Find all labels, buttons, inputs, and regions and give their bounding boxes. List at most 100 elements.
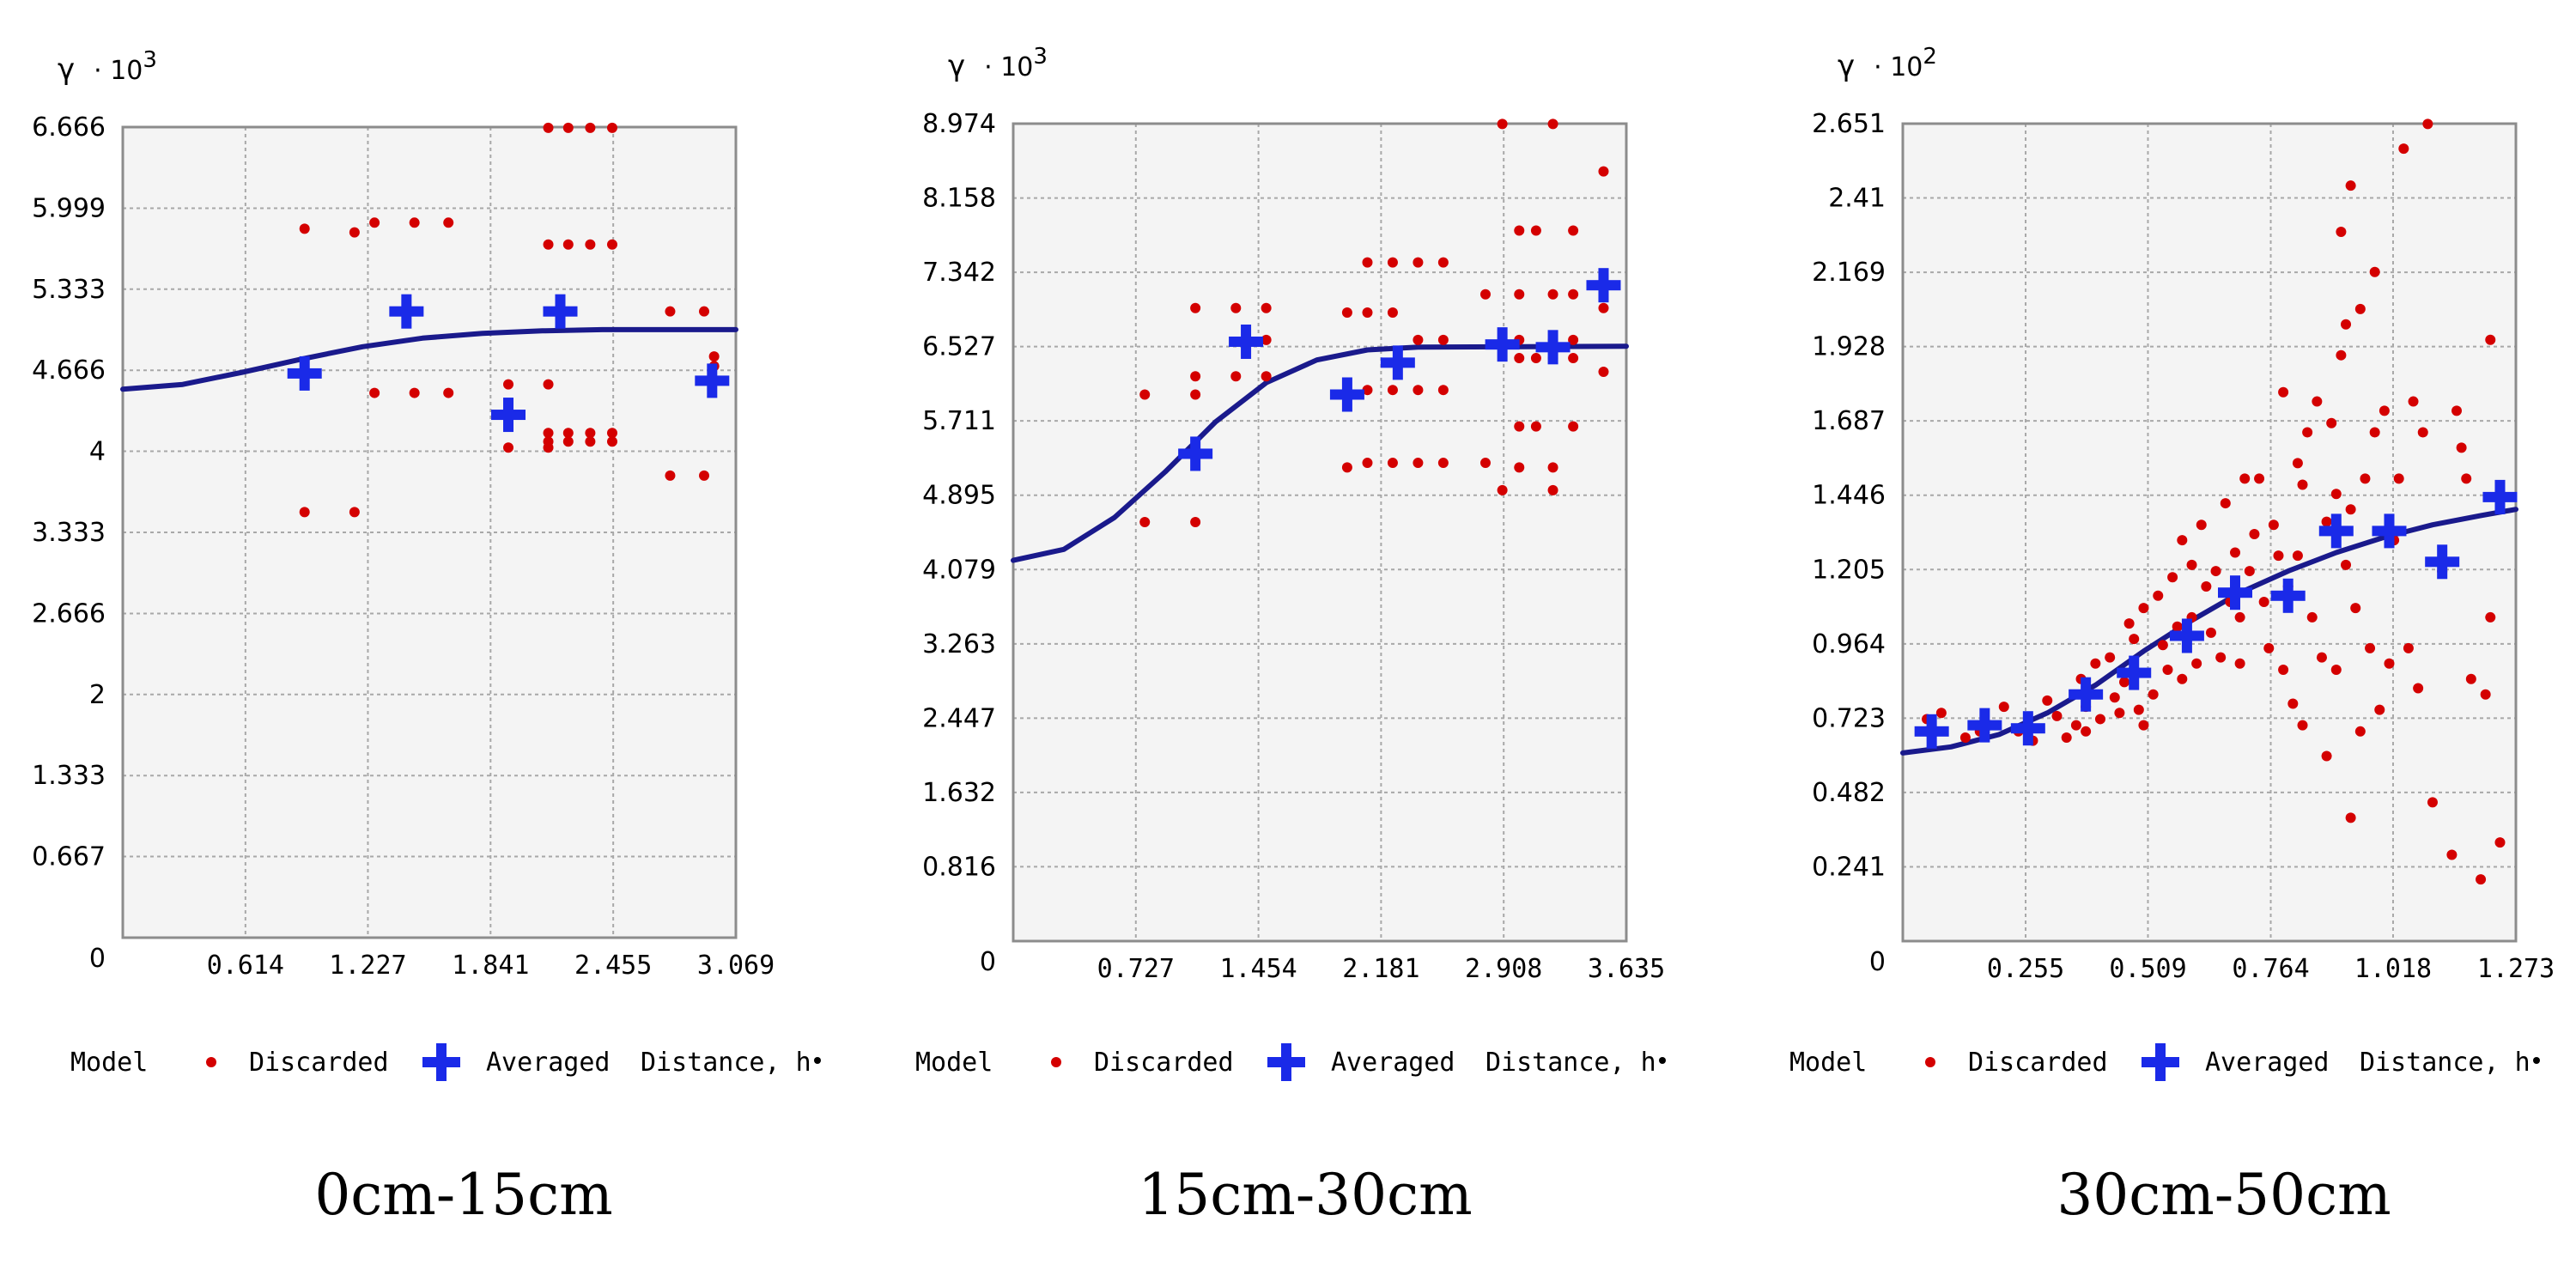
discarded-point	[2177, 535, 2188, 546]
discarded-point	[1341, 307, 1352, 319]
discarded-point	[2345, 812, 2356, 823]
discarded-point	[2330, 664, 2342, 675]
discarded-point	[2109, 692, 2120, 703]
discarded-point	[1261, 371, 1272, 382]
discarded-point	[2345, 504, 2356, 515]
plot-area	[1013, 124, 1626, 941]
discarded-point	[1437, 385, 1449, 396]
discarded-point	[1514, 462, 1525, 473]
legend-averaged-label: Averaged	[2205, 1048, 2330, 1078]
x-tick-label: 3.069	[697, 951, 775, 981]
discarded-point	[1413, 458, 1424, 469]
discarded-point	[1479, 458, 1491, 469]
discarded-point	[606, 122, 617, 133]
x-tick-label: 1.841	[452, 951, 529, 981]
discarded-point	[2138, 603, 2149, 614]
discarded-point	[2292, 550, 2303, 562]
y-tick-label: 2.666	[32, 598, 106, 629]
y-tick-label: 6.527	[922, 332, 996, 362]
discarded-point	[1139, 517, 1151, 528]
legend-averaged-marker	[422, 1043, 460, 1081]
y-tick-label: 1.333	[32, 761, 106, 791]
discarded-point	[1437, 257, 1449, 268]
discarded-point	[1362, 307, 1373, 319]
discarded-point	[2321, 516, 2332, 527]
discarded-point	[1598, 302, 1609, 313]
y-tick-label: 0.723	[1812, 703, 1886, 733]
discarded-point	[2408, 396, 2419, 407]
discarded-point	[2123, 618, 2135, 629]
discarded-point	[2153, 590, 2164, 601]
averaged-point	[2010, 711, 2045, 746]
legend-discarded-label: Discarded	[1968, 1048, 2108, 1078]
legend: Model Discarded Averaged Distance, h	[70, 1043, 821, 1081]
legend-discarded-label: Discarded	[249, 1048, 389, 1078]
discarded-point	[543, 428, 554, 439]
plot-area	[1903, 124, 2516, 941]
discarded-point	[2205, 627, 2216, 638]
discarded-point	[1514, 421, 1525, 432]
discarded-point	[1261, 302, 1272, 313]
discarded-point	[708, 351, 720, 362]
discarded-point	[2268, 519, 2279, 531]
discarded-point	[2177, 673, 2188, 684]
discarded-point	[1514, 289, 1525, 300]
discarded-point	[2398, 143, 2409, 155]
discarded-point	[2427, 797, 2438, 808]
discarded-point	[1230, 371, 1242, 382]
discarded-point	[2254, 473, 2265, 484]
legend-averaged-label: Averaged	[486, 1048, 611, 1078]
averaged-point	[1229, 324, 1264, 359]
discarded-point	[2403, 642, 2414, 653]
discarded-point	[1437, 458, 1449, 469]
discarded-point	[1568, 353, 1579, 364]
discarded-point	[1568, 334, 1579, 345]
discarded-point	[543, 122, 554, 133]
discarded-point	[2258, 596, 2269, 607]
discarded-point	[1497, 484, 1508, 495]
y-tick-label: 0.241	[1812, 852, 1886, 882]
legend-discarded-marker	[206, 1057, 216, 1067]
discarded-point	[2480, 689, 2491, 700]
discarded-point	[2287, 698, 2299, 709]
averaged-point	[1178, 436, 1213, 471]
averaged-point	[2482, 479, 2518, 514]
discarded-point	[2360, 473, 2371, 484]
discarded-point	[369, 217, 380, 228]
x-tick-label: 0.614	[207, 951, 284, 981]
averaged-point	[2069, 677, 2104, 712]
legend-discarded-label: Discarded	[1094, 1048, 1234, 1078]
averaged-point	[1535, 330, 1571, 365]
discarded-point	[2297, 479, 2308, 490]
y-tick-label: 0	[1869, 947, 1886, 977]
discarded-point	[2201, 581, 2212, 592]
discarded-point	[2446, 849, 2458, 860]
discarded-point	[2138, 720, 2149, 731]
discarded-point	[2341, 319, 2352, 330]
discarded-point	[2234, 611, 2245, 623]
discarded-point	[1598, 166, 1609, 177]
x-tick-label: 3.635	[1588, 954, 1665, 984]
discarded-point	[2042, 695, 2053, 706]
discarded-point	[443, 217, 454, 228]
discarded-point	[2162, 664, 2173, 675]
discarded-point	[1547, 289, 1558, 300]
discarded-point	[543, 442, 554, 453]
discarded-point	[2465, 673, 2476, 684]
discarded-point	[2263, 642, 2275, 653]
averaged-point	[389, 294, 424, 329]
discarded-point	[1362, 257, 1373, 268]
discarded-point	[1935, 708, 1947, 719]
x-tick-label: 0.509	[2109, 954, 2186, 984]
discarded-point	[2369, 427, 2380, 438]
discarded-point	[585, 436, 596, 447]
y-tick-label: 5.999	[32, 193, 106, 223]
y-axis-label: γ · 102	[1838, 44, 1937, 83]
discarded-point	[1598, 366, 1609, 377]
discarded-point	[2485, 611, 2496, 623]
y-axis-label: γ · 103	[948, 44, 1048, 83]
discarded-point	[2148, 689, 2159, 700]
discarded-point	[1362, 458, 1373, 469]
discarded-point	[2354, 303, 2366, 314]
averaged-point	[2270, 578, 2306, 613]
